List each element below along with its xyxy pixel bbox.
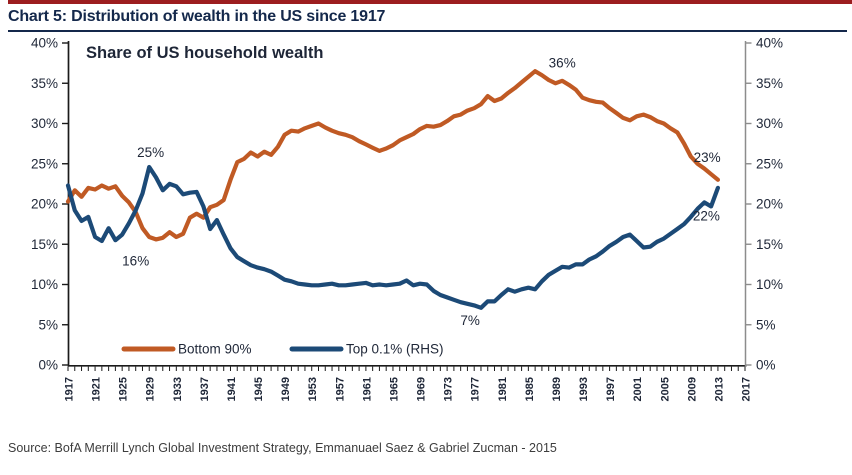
- left-axis-label: 35%: [31, 76, 58, 91]
- right-axis-label: 10%: [756, 277, 783, 292]
- x-axis-label: 1921: [91, 377, 103, 401]
- x-axis-label: 2009: [686, 377, 698, 401]
- x-axis-label: 2013: [713, 377, 725, 401]
- x-axis-label: 1953: [307, 377, 319, 401]
- annotation-23: 23%: [694, 150, 721, 165]
- chart-subtitle: Share of US household wealth: [86, 44, 324, 62]
- left-axis-label: 30%: [31, 116, 58, 131]
- x-axis-label: 1981: [497, 377, 509, 401]
- source-note: Source: BofA Merrill Lynch Global Invest…: [8, 441, 557, 455]
- top-0-1-rhs-line: [65, 164, 721, 310]
- x-axis-label: 2005: [659, 377, 671, 401]
- left-axis-label: 15%: [31, 237, 58, 252]
- x-axis-label: 1989: [551, 377, 563, 401]
- right-axis-label: 35%: [756, 76, 783, 91]
- wealth-distribution-chart: 0% 0% 5% 5% 10% 10% 15% 15% 20% 20% 25% 25% 30% 30% 35…: [31, 36, 783, 402]
- right-axis-label: 0%: [756, 358, 776, 373]
- x-axis-label: 1997: [605, 377, 617, 401]
- title-underline: [8, 30, 847, 32]
- top-accent-bar: [8, 0, 852, 4]
- left-axis-label: 20%: [31, 197, 58, 212]
- bottom-90-line: [65, 69, 721, 242]
- right-axis-label: 30%: [756, 116, 783, 131]
- left-axis-label: 5%: [38, 317, 58, 332]
- annotation-25: 25%: [137, 145, 164, 160]
- right-axis-label: 40%: [756, 36, 783, 51]
- annotation-36: 36%: [549, 56, 576, 71]
- right-axis-label: 5%: [756, 317, 776, 332]
- x-axis-label: 1957: [334, 377, 346, 401]
- annotation-22: 22%: [693, 209, 720, 224]
- left-axis-label: 0%: [38, 358, 58, 373]
- x-axis-label: 1929: [145, 377, 157, 401]
- x-axis-label: 1945: [253, 377, 265, 401]
- x-axis-label: 1965: [388, 377, 400, 401]
- x-axis-label: 2017: [741, 377, 753, 401]
- right-axis-label: 20%: [756, 197, 783, 212]
- x-axis-label: 1969: [416, 377, 428, 401]
- x-axis-label: 1937: [199, 377, 211, 401]
- x-axis-label: 1985: [524, 377, 536, 401]
- legend-label-bottom-90: Bottom 90%: [178, 342, 252, 357]
- right-axis-label: 15%: [756, 237, 783, 252]
- chart-title: Chart 5: Distribution of wealth in the U…: [8, 8, 386, 25]
- x-axis-label: 2001: [632, 377, 644, 401]
- x-axis-label: 1933: [172, 377, 184, 401]
- left-axis-label: 40%: [31, 36, 58, 51]
- x-axis-label: 1925: [118, 377, 130, 401]
- x-axis-label: 1949: [280, 377, 292, 401]
- left-axis-label: 25%: [31, 156, 58, 171]
- left-axis-label: 10%: [31, 277, 58, 292]
- x-axis-label: 1961: [361, 377, 373, 401]
- x-axis-label: 1993: [578, 377, 590, 401]
- legend-label-top-0-1-rhs: Top 0.1% (RHS): [346, 342, 444, 357]
- right-axis-label: 25%: [756, 156, 783, 171]
- annotation-7: 7%: [460, 313, 480, 328]
- x-axis-label: 1941: [226, 377, 238, 401]
- x-axis-label: 1977: [470, 377, 482, 401]
- annotation-16: 16%: [122, 254, 149, 269]
- x-axis-label: 1973: [443, 377, 455, 401]
- x-axis-label: 1917: [64, 377, 76, 401]
